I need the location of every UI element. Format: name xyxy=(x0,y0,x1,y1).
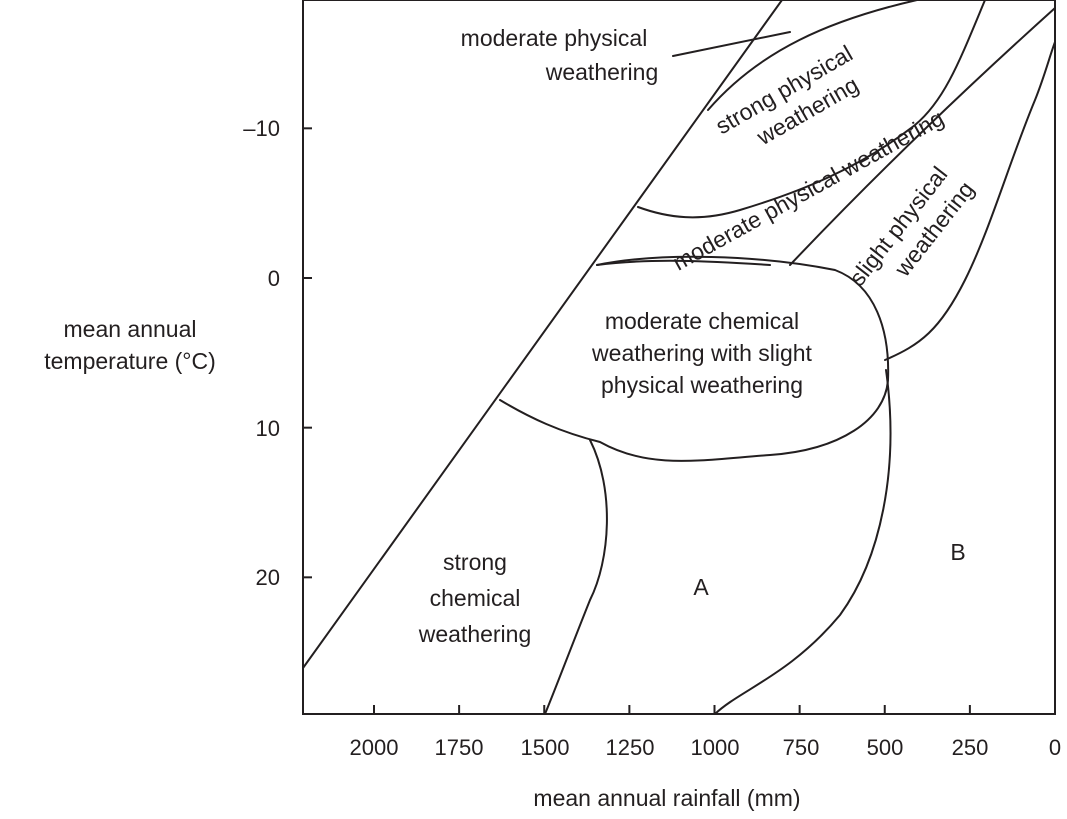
label-strong-chemical-line-3: weathering xyxy=(418,621,532,647)
y-axis-tick-marks xyxy=(303,127,312,579)
x-axis-tick-labels: 2000 1750 1500 1250 1000 750 500 250 0 xyxy=(350,735,1062,760)
region-a-b-boundary xyxy=(714,369,892,715)
y-tick-label: 10 xyxy=(256,416,280,441)
x-tick-label: 500 xyxy=(867,735,904,760)
x-axis-title: mean annual rainfall (mm) xyxy=(533,785,800,811)
label-moderate-physical-top-line-1: moderate physical xyxy=(461,25,648,51)
slight-physical-upper-boundary xyxy=(789,7,1056,266)
label-strong-chemical-line-2: chemical xyxy=(430,585,521,611)
y-tick-label: 20 xyxy=(256,565,280,590)
y-tick-label: 0 xyxy=(268,266,280,291)
label-moderate-chemical-line-3: physical weathering xyxy=(601,372,803,398)
y-axis-title-line-2: temperature (°C) xyxy=(44,348,216,374)
x-tick-label: 1000 xyxy=(691,735,740,760)
label-slight-physical: slight physical weathering xyxy=(844,162,979,291)
leader-line xyxy=(672,31,791,57)
moderate-physical-band-lower-boundary xyxy=(596,259,771,266)
label-region-a: A xyxy=(693,574,709,600)
label-strong-physical: strong physical weathering xyxy=(711,40,863,150)
x-tick-label: 2000 xyxy=(350,735,399,760)
x-axis-tick-marks xyxy=(373,705,1056,714)
x-tick-label: 1750 xyxy=(435,735,484,760)
main-diagonal-boundary xyxy=(302,0,783,669)
x-tick-label: 0 xyxy=(1049,735,1061,760)
label-moderate-chemical-line-2: weathering with slight xyxy=(591,340,813,366)
label-moderate-chemical-line-1: moderate chemical xyxy=(605,308,799,334)
x-tick-label: 250 xyxy=(952,735,989,760)
x-tick-label: 1250 xyxy=(606,735,655,760)
moderate-chemical-boundary xyxy=(499,255,890,462)
y-axis-title-line-1: mean annual xyxy=(64,316,197,342)
label-region-b: B xyxy=(950,539,965,565)
region-boundaries xyxy=(302,0,1056,715)
label-strong-chemical-line-1: strong xyxy=(443,549,507,575)
y-axis-tick-labels: –10 0 10 20 xyxy=(243,116,280,590)
plot-frame xyxy=(302,0,1056,715)
strong-physical-lower-boundary xyxy=(637,0,986,219)
strong-physical-outer-boundary xyxy=(707,0,918,111)
y-tick-label: –10 xyxy=(243,116,280,141)
slight-physical-outer-boundary xyxy=(884,41,1056,361)
x-tick-label: 750 xyxy=(783,735,820,760)
label-moderate-physical-top-line-2: weathering xyxy=(545,59,659,85)
strong-chemical-boundary xyxy=(544,439,608,715)
x-tick-label: 1500 xyxy=(521,735,570,760)
